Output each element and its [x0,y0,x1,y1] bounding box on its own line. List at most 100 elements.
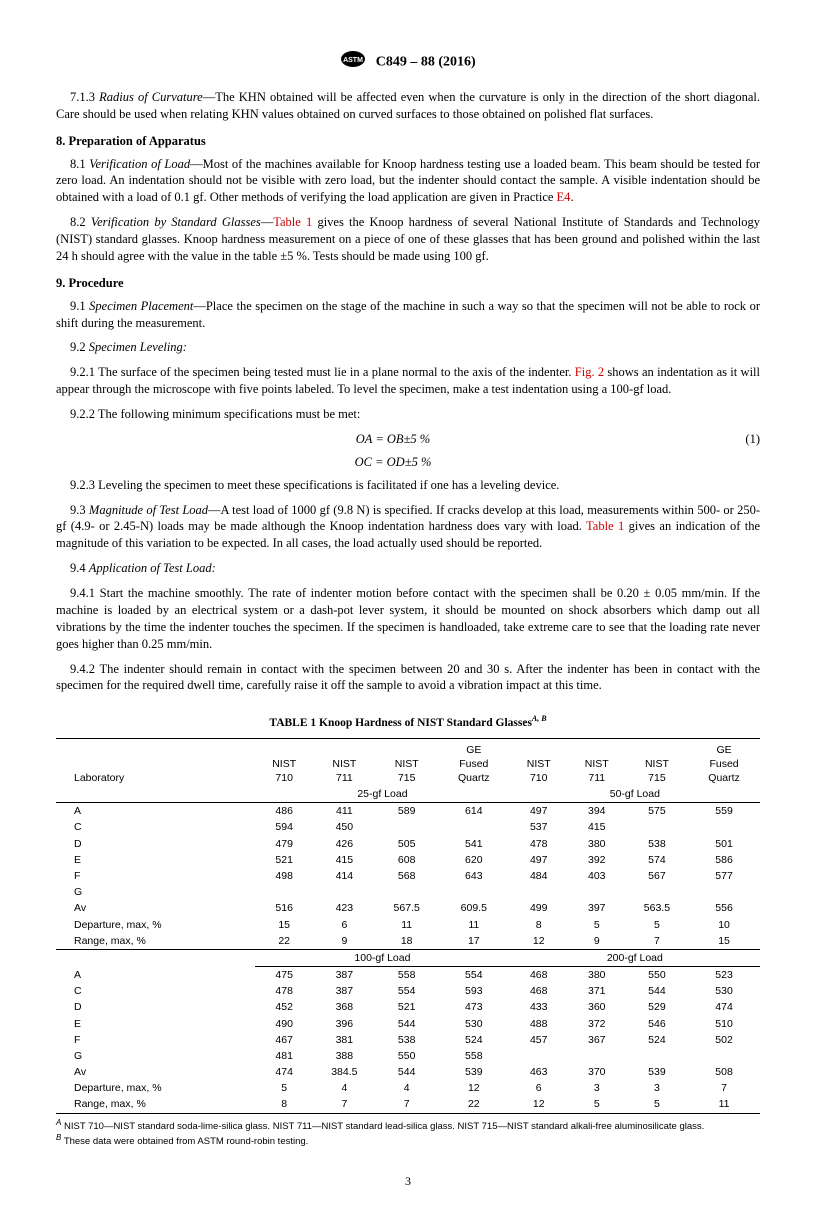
para-8-1: 8.1 Verification of Load—Most of the mac… [56,156,760,207]
table-cell: 559 [688,803,760,820]
table-cell: 3 [568,1080,626,1096]
table-cell: 475 [255,967,313,984]
table-cell: 423 [313,900,375,916]
para-9-2: 9.2 Specimen Leveling: [56,339,760,356]
table-cell: 499 [510,900,568,916]
table-1: Laboratory NIST710NIST711NIST715GEFusedQ… [56,738,760,1114]
table-cell: 554 [438,967,510,984]
table-cell: 567 [626,868,688,884]
table-cell: 608 [376,852,438,868]
table-cell [438,884,510,900]
table-cell: 414 [313,868,375,884]
table-cell: 643 [438,868,510,884]
table-row-label: F [56,868,255,884]
ref-e4: E4 [557,190,571,204]
table-cell: 8 [510,917,568,933]
table-row-label: Range, max, % [56,1096,255,1113]
table-cell: 524 [438,1032,510,1048]
table-cell: 498 [255,868,313,884]
table-cell: 530 [438,1016,510,1032]
table-cell: 396 [313,1016,375,1032]
para-9-1: 9.1 Specimen Placement—Place the specime… [56,298,760,332]
table-cell: 550 [626,967,688,984]
load-100: 100-gf Load [255,949,510,966]
table-1-title: TABLE 1 Knoop Hardness of NIST Standard … [56,714,760,731]
table-cell: 11 [376,917,438,933]
table-cell: 387 [313,983,375,999]
table-cell: 403 [568,868,626,884]
table-row-label: Av [56,1064,255,1080]
table-cell: 433 [510,999,568,1015]
load-50: 50-gf Load [510,786,760,803]
table-cell: 501 [688,836,760,852]
table-cell: 478 [255,983,313,999]
table-row-label: Range, max, % [56,933,255,950]
table-cell [510,884,568,900]
table-cell: 7 [313,1096,375,1113]
table-cell: 544 [376,1064,438,1080]
table-cell: 12 [510,933,568,950]
table-cell [255,884,313,900]
table-cell: 5 [568,1096,626,1113]
table-cell: 544 [626,983,688,999]
table-cell: 415 [313,852,375,868]
table-cell: 516 [255,900,313,916]
table-cell: 524 [626,1032,688,1048]
table-cell: 15 [688,933,760,950]
col-header: NIST715 [376,738,438,786]
table-cell: 558 [376,967,438,984]
table-cell: 371 [568,983,626,999]
table-row-label: E [56,852,255,868]
load-200: 200-gf Load [510,949,760,966]
table-cell: 11 [438,917,510,933]
table-cell: 468 [510,967,568,984]
para-9-4-1: 9.4.1 Start the machine smoothly. The ra… [56,585,760,653]
page-number: 3 [56,1173,760,1189]
table-cell: 508 [688,1064,760,1080]
table-cell: 539 [438,1064,510,1080]
table-row-label: E [56,1016,255,1032]
col-header: GEFusedQuartz [438,738,510,786]
table-cell: 488 [510,1016,568,1032]
table-cell: 10 [688,917,760,933]
table-cell: 529 [626,999,688,1015]
para-9-3: 9.3 Magnitude of Test Load—A test load o… [56,502,760,553]
table-cell: 530 [688,983,760,999]
table-cell: 5 [626,917,688,933]
para-9-2-1: 9.2.1 The surface of the specimen being … [56,364,760,398]
col-laboratory: Laboratory [56,738,255,786]
table-cell: 505 [376,836,438,852]
table-cell: 575 [626,803,688,820]
table-cell: 521 [376,999,438,1015]
table-cell: 5 [626,1096,688,1113]
ref-table1-a: Table 1 [273,215,312,229]
table-cell [688,884,760,900]
table-cell: 22 [255,933,313,950]
table-cell: 426 [313,836,375,852]
table-cell: 5 [255,1080,313,1096]
para-9-2-2: 9.2.2 The following minimum specificatio… [56,406,760,423]
table-row-label: D [56,836,255,852]
table-cell: 367 [568,1032,626,1048]
table-cell: 478 [510,836,568,852]
table-cell: 473 [438,999,510,1015]
table-cell [626,819,688,835]
table-cell: 463 [510,1064,568,1080]
equation-1a: OA = OB±5 % (1) [56,431,760,448]
para-7-1-3: 7.1.3 Radius of Curvature—The KHN obtain… [56,89,760,123]
svg-text:ASTM: ASTM [343,57,363,64]
col-header: NIST710 [510,738,568,786]
table-cell [376,819,438,835]
designation: C849 – 88 (2016) [376,55,476,70]
table-cell: 5 [568,917,626,933]
table-cell: 521 [255,852,313,868]
table-cell: 541 [438,836,510,852]
table-cell: 556 [688,900,760,916]
table-cell: 381 [313,1032,375,1048]
table-cell: 397 [568,900,626,916]
table-cell: 594 [255,819,313,835]
table-cell: 384.5 [313,1064,375,1080]
table-cell [438,819,510,835]
para-8-2: 8.2 Verification by Standard Glasses—Tab… [56,214,760,265]
table-cell [688,819,760,835]
